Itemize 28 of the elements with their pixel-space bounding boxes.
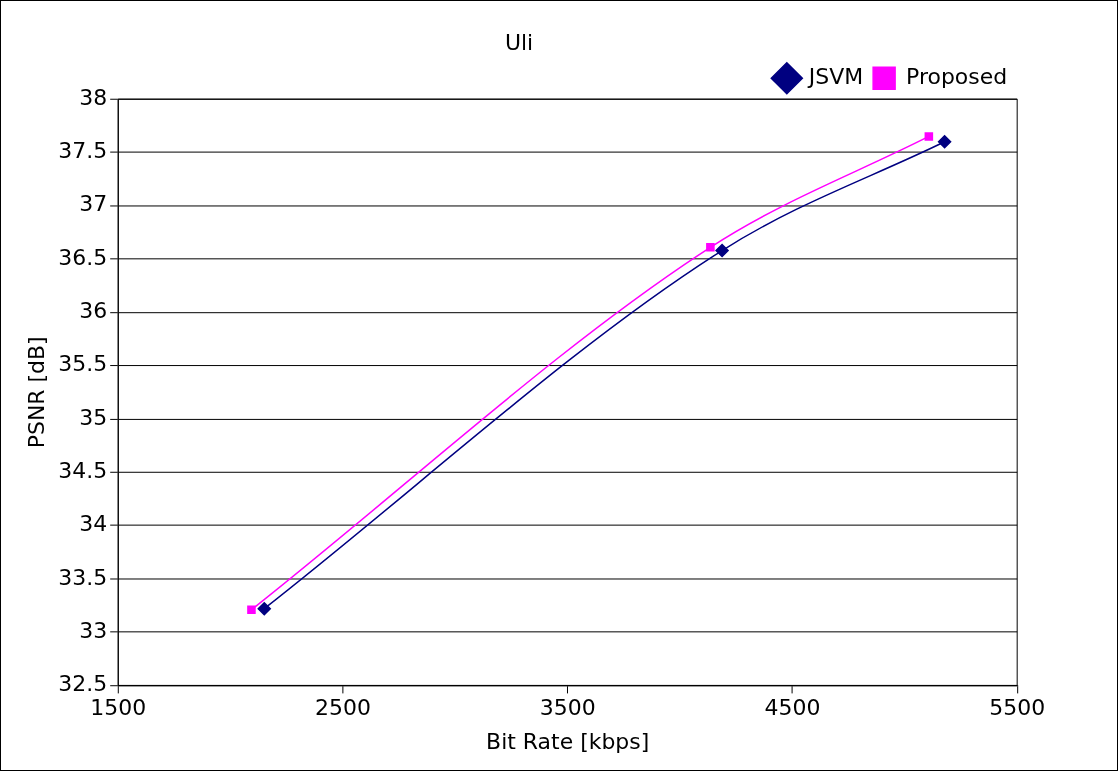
x-tick-label: 4500 [764, 695, 821, 721]
y-tick-label: 36 [79, 298, 108, 324]
legend-label: Proposed [906, 63, 1008, 89]
y-tick-label: 35 [79, 404, 108, 430]
x-tick-label: 3500 [539, 695, 596, 721]
y-tick-label: 32.5 [58, 671, 108, 697]
point [715, 243, 729, 258]
y-tick-label: 37 [79, 191, 108, 217]
point [924, 132, 934, 141]
y-axis-title: PSNR [dB] [23, 336, 49, 449]
point [706, 243, 715, 252]
y-tick-label: 38 [79, 84, 108, 110]
legend-label: JSVM [806, 63, 864, 89]
x-tick-label: 1500 [90, 695, 147, 721]
x-tick-label: 2500 [314, 695, 371, 721]
y-tick-label: 33.5 [58, 564, 108, 590]
x-tick-label: 5500 [989, 695, 1046, 721]
y-tick-label: 36.5 [58, 244, 108, 270]
y-tick-label: 34 [79, 511, 108, 537]
point [257, 601, 271, 616]
y-tick-label: 34.5 [58, 457, 108, 483]
x-axis-title: Bit Rate [kbps] [486, 728, 650, 754]
y-tick-label: 35.5 [58, 351, 108, 377]
chart-title: Uli [504, 29, 534, 55]
point [247, 605, 256, 615]
point [937, 135, 952, 149]
y-tick-label: 33 [79, 617, 108, 643]
y-tick-label: 37.5 [58, 138, 108, 164]
